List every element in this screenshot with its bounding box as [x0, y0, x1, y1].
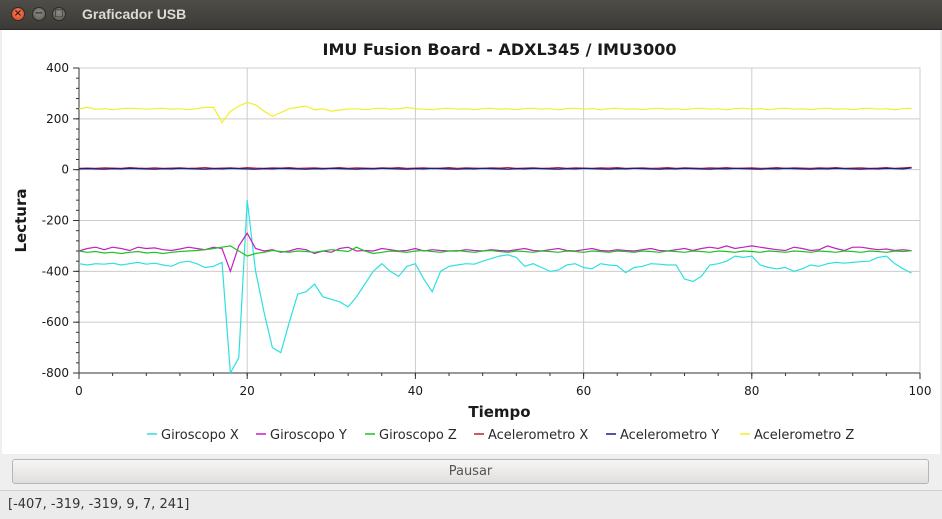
chart-series — [78, 101, 912, 376]
y-tick-label: 400 — [46, 61, 69, 75]
x-tick-label: 40 — [408, 384, 423, 398]
legend-label: Giroscopo X — [161, 428, 239, 443]
pause-button[interactable]: Pausar — [12, 459, 929, 484]
y-tick-label: -800 — [42, 366, 69, 380]
legend-label: Giroscopo Y — [270, 428, 347, 443]
y-tick-label: -400 — [42, 264, 69, 278]
status-readout: [-407, -319, -319, 9, 7, 241] — [8, 497, 190, 512]
series-line-1 — [78, 200, 912, 376]
window-title: Graficador USB — [82, 6, 187, 22]
chart-legend: Giroscopo X Giroscopo Y Giroscopo Z Acelero… — [147, 428, 854, 443]
y-tick-label: 0 — [61, 163, 69, 177]
chart-grid — [78, 67, 921, 374]
legend-label: Giroscopo Z — [379, 428, 457, 443]
x-tick-label: 80 — [744, 384, 759, 398]
x-tick-label: 60 — [576, 384, 591, 398]
close-icon[interactable]: × — [11, 7, 25, 21]
chart-title: IMU Fusion Board - ADXL345 / IMU3000 — [322, 40, 676, 59]
legend-label: Acelerometro Y — [620, 428, 719, 443]
series-line-5 — [78, 167, 912, 170]
window-titlebar: × − □ Graficador USB — [0, 0, 942, 30]
y-tick-label: -600 — [42, 315, 69, 329]
x-axis-label: Tiempo — [468, 403, 530, 421]
minimize-icon[interactable]: − — [32, 7, 46, 21]
y-tick-label: -200 — [42, 214, 69, 228]
line-chart: 0 20 40 60 80 100 400 200 0 -200 -400 -600 -800 IMU … — [12, 40, 932, 443]
x-tick-label: 0 — [75, 384, 83, 398]
x-tick-label: 20 — [240, 384, 255, 398]
maximize-icon[interactable]: □ — [52, 7, 66, 21]
series-line-3 — [78, 245, 912, 257]
series-line-6 — [78, 101, 912, 124]
chart-panel: 0 20 40 60 80 100 400 200 0 -200 -400 -600 -800 IMU … — [2, 30, 940, 454]
status-bar: [-407, -319, -319, 9, 7, 241] — [0, 490, 942, 519]
y-axis-label: Lectura — [12, 189, 30, 253]
x-tick-label: 100 — [909, 384, 932, 398]
chart-axes: 0 20 40 60 80 100 400 200 0 -200 -400 -600 -800 — [42, 61, 932, 398]
legend-label: Acelerometro X — [488, 428, 588, 443]
legend-label: Acelerometro Z — [754, 428, 854, 443]
y-tick-label: 200 — [46, 112, 69, 126]
